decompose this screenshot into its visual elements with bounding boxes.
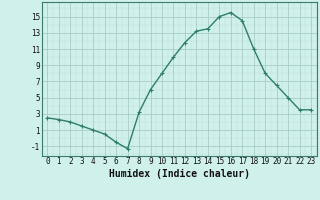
X-axis label: Humidex (Indice chaleur): Humidex (Indice chaleur): [109, 169, 250, 179]
